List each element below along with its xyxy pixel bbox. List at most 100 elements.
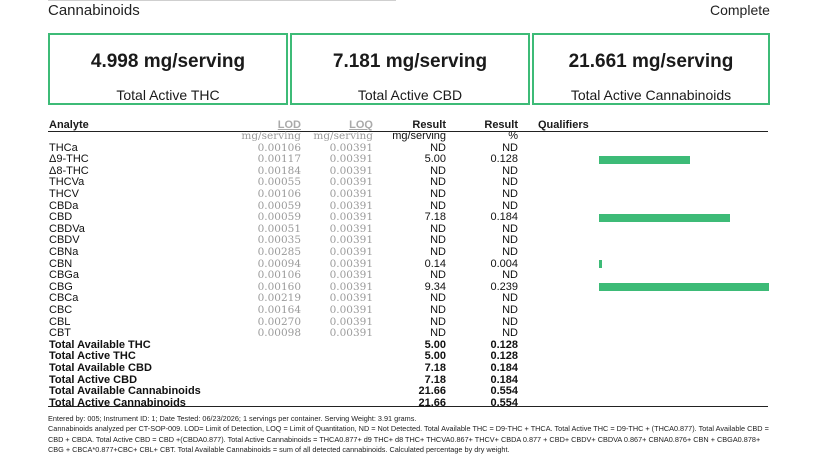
cell-pct: ND [502, 164, 518, 177]
cell-name: CBDa [49, 199, 79, 212]
cell-name: CBT [49, 327, 71, 340]
total-cell-mg: 7.18 [424, 373, 446, 386]
cell-name: CBNa [49, 245, 79, 258]
total-cell-pct: 0.554 [490, 396, 518, 409]
cell-pct: ND [502, 222, 518, 235]
cell-mg: 0.14 [424, 257, 446, 270]
cell-pct: ND [502, 303, 518, 316]
total-cell-name: Total Active Cannabinoids [49, 396, 186, 409]
cell-mg: 7.18 [424, 211, 446, 224]
cell-pct: ND [502, 245, 518, 258]
cell-mg: ND [430, 187, 446, 200]
cell-lod: 0.00160 [257, 280, 301, 293]
cell-lod: 0.00184 [257, 164, 301, 177]
header-result-pct: Result [484, 119, 518, 131]
cell-lod: 0.00106 [257, 187, 301, 200]
cell-name: THCV [49, 187, 79, 200]
cell-pct: ND [502, 269, 518, 282]
header-rule [48, 131, 768, 132]
cell-lod: 0.00059 [257, 211, 301, 224]
cell-pct: 0.239 [490, 280, 518, 293]
qualifier-bar [599, 155, 691, 164]
footnote-line-2: Cannabinoids analyzed per CT-SOP-009. LO… [48, 424, 769, 454]
cell-lod: 0.00219 [257, 292, 301, 305]
cell-loq: 0.00391 [329, 153, 373, 166]
qualifier-bar [599, 283, 770, 292]
cell-mg: ND [430, 176, 446, 189]
footnote: Entered by: 005; Instrument ID: 1; Date … [48, 414, 770, 455]
total-cell-mg: 5.00 [424, 338, 446, 351]
cell-loq: 0.00391 [329, 315, 373, 328]
qualifier-bar [599, 260, 602, 268]
cell-loq: 0.00391 [329, 327, 373, 340]
cell-lod: 0.00059 [257, 199, 301, 212]
qualifier-bar [599, 213, 730, 222]
cell-loq: 0.00391 [329, 187, 373, 200]
cell-pct: ND [502, 315, 518, 328]
cell-name: CBCa [49, 292, 79, 305]
cell-lod: 0.00035 [257, 234, 301, 247]
section-title: Cannabinoids [48, 2, 140, 19]
cell-loq: 0.00391 [329, 234, 373, 247]
total-cell-name: Total Available THC [49, 338, 151, 351]
total-cell-name: Total Available Cannabinoids [49, 385, 201, 398]
unit-result-pct: % [508, 130, 518, 142]
status-label: Complete [710, 2, 770, 18]
cell-mg: ND [430, 303, 446, 316]
total-cell-name: Total Available CBD [49, 361, 152, 374]
total-cell-pct: 0.184 [490, 361, 518, 374]
cell-pct: ND [502, 176, 518, 189]
header-result-mg: Result [412, 119, 446, 131]
cell-lod: 0.00055 [257, 176, 301, 189]
cell-loq: 0.00391 [329, 280, 373, 293]
cell-name: CBDVa [49, 222, 85, 235]
cell-loq: 0.00391 [329, 176, 373, 189]
cell-name: CBC [49, 303, 73, 316]
summary-value: 21.661 mg/serving [568, 51, 734, 72]
cell-mg: ND [430, 141, 446, 154]
cell-name: THCVa [49, 176, 85, 189]
cell-name: CBDV [49, 234, 80, 247]
cell-name: CBL [49, 315, 71, 328]
total-cell-pct: 0.128 [490, 338, 518, 351]
cell-mg: 9.34 [424, 280, 446, 293]
total-cell-name: Total Active THC [49, 350, 136, 363]
summary-label: Total Active CBD [357, 87, 463, 103]
cell-lod: 0.00106 [257, 141, 301, 154]
footnote-line-1: Entered by: 005; Instrument ID: 1; Date … [48, 414, 417, 423]
summary-label: Total Active Cannabinoids [570, 87, 732, 103]
cell-name: CBG [49, 280, 73, 293]
total-cell-pct: 0.128 [490, 350, 518, 363]
summary-card-cbd: 7.181 mg/serving Total Active CBD [290, 33, 530, 105]
cell-lod: 0.00164 [257, 303, 301, 316]
cell-mg: ND [430, 269, 446, 282]
cell-lod: 0.00106 [257, 269, 301, 282]
total-cell-mg: 7.18 [424, 361, 446, 374]
cell-lod: 0.00094 [257, 257, 301, 270]
cell-mg: ND [430, 199, 446, 212]
cell-name: THCa [49, 141, 78, 154]
total-cell-name: Total Active CBD [49, 373, 138, 386]
total-cell-mg: 5.00 [424, 350, 446, 363]
cell-mg: ND [430, 164, 446, 177]
cell-loq: 0.00391 [329, 257, 373, 270]
cell-lod: 0.00285 [257, 245, 301, 258]
summary-value: 4.998 mg/serving [90, 51, 246, 72]
cell-loq: 0.00391 [329, 303, 373, 316]
unit-lod: mg/serving [241, 130, 301, 142]
cell-name: CBN [49, 257, 73, 270]
header-analyte: Analyte [49, 119, 89, 131]
cell-pct: ND [502, 234, 518, 247]
cell-loq: 0.00391 [329, 164, 373, 177]
cell-name: Δ9-THC [49, 153, 89, 166]
unit-loq: mg/serving [313, 130, 373, 142]
cell-pct: 0.128 [490, 153, 518, 166]
cell-pct: ND [502, 187, 518, 200]
total-cell-pct: 0.554 [490, 385, 518, 398]
cell-loq: 0.00391 [329, 199, 373, 212]
cell-lod: 0.00098 [257, 327, 301, 340]
cell-lod: 0.00117 [257, 153, 301, 166]
cell-lod: 0.00270 [257, 315, 301, 328]
cell-lod: 0.00051 [257, 222, 301, 235]
cell-loq: 0.00391 [329, 222, 373, 235]
